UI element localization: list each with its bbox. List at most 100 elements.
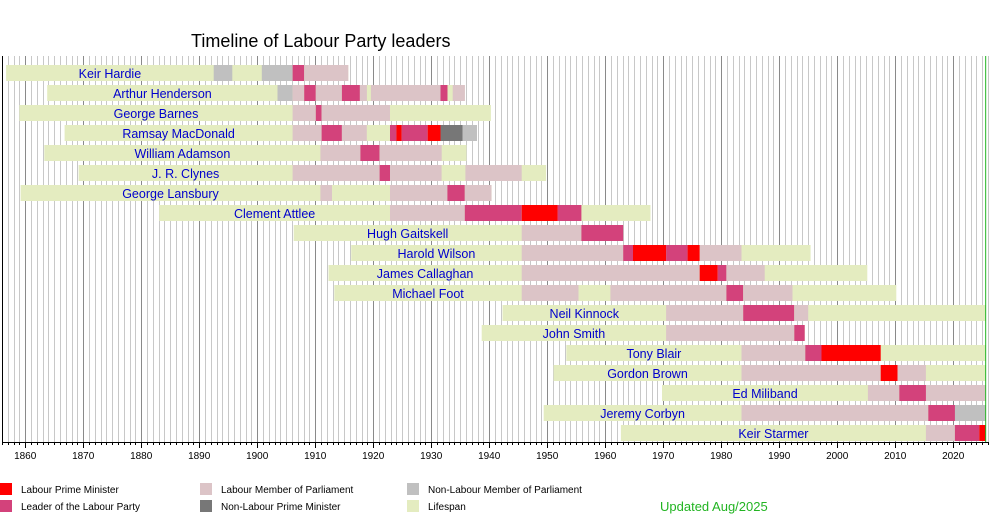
leader-name: Ed Miliband (732, 387, 797, 401)
bar-labour-mp (320, 185, 332, 201)
bar-labour-mp (925, 425, 955, 441)
bar-non-labour-mp (462, 125, 477, 141)
leader-name: George Lansbury (122, 187, 219, 201)
legend-label: Lifespan (428, 502, 466, 513)
legend-label: Non-Labour Member of Parliament (428, 485, 582, 496)
bar-labour-mp (741, 345, 806, 361)
bar-leader (954, 425, 980, 441)
bar-labour-mp (304, 65, 349, 81)
bar-labour-pm (396, 125, 402, 141)
bar-labour-mp (610, 285, 727, 301)
legend-label: Leader of the Labour Party (21, 502, 140, 513)
bar-leader (666, 245, 688, 261)
x-axis: 1860 1870 1880 1890 1900 1910 1920 1930 1940 1950… (2, 442, 989, 462)
tick-label: 1980 (710, 451, 733, 462)
leader-name: J. R. Clynes (152, 167, 219, 181)
bar-leader (304, 85, 316, 101)
legend-swatch-labour-mp (200, 483, 212, 495)
bar-leader (292, 65, 305, 81)
bar-non-labour-mp (277, 85, 293, 101)
tick-label: 1950 (536, 451, 559, 462)
bar-labour-mp (321, 105, 390, 121)
bar-lifespan (20, 185, 492, 201)
tick-label: 1970 (652, 451, 675, 462)
bar-labour-mp (370, 85, 441, 101)
bar-lifespan (620, 425, 986, 441)
leader-name: Jeremy Corbyn (600, 407, 685, 421)
updated-note: Updated Aug/2025 (660, 499, 768, 514)
bar-labour-pm (427, 125, 441, 141)
bar-leader (726, 285, 744, 301)
bar-labour-pm (979, 425, 986, 441)
bar-labour-mp (726, 265, 765, 281)
leader-name: Harold Wilson (397, 247, 475, 261)
tick-label: 2000 (826, 451, 849, 462)
tick-label: 1870 (72, 451, 95, 462)
bar-leader (581, 225, 624, 241)
bar-labour-mp (390, 185, 448, 201)
bar-labour-mp (359, 85, 367, 101)
legend-label: Labour Member of Parliament (221, 485, 354, 496)
bar-labour-mp (292, 85, 305, 101)
legend-swatch-non-labour-pm (200, 500, 212, 512)
bar-leader (464, 205, 522, 221)
bar-labour-pm (699, 265, 718, 281)
bar-labour-pm (633, 245, 667, 261)
legend-label: Non-Labour Prime Minister (221, 502, 341, 513)
bar-labour-mp (379, 145, 442, 161)
leader-name: Keir Starmer (738, 427, 808, 441)
bar-labour-pm (687, 245, 700, 261)
tick-label: 1960 (594, 451, 617, 462)
leader-name: Gordon Brown (607, 367, 688, 381)
bar-labour-mp (521, 225, 582, 241)
leader-names: Keir Hardie Arthur Henderson George Barnes… (79, 67, 809, 441)
leader-name: James Callaghan (377, 267, 474, 281)
bar-labour-pm (521, 205, 558, 221)
bar-labour-pm (880, 365, 898, 381)
tick-label: 1890 (188, 451, 211, 462)
leader-name: Clement Attlee (234, 207, 315, 221)
bar-leader (360, 145, 380, 161)
bar-labour-mp (666, 305, 744, 321)
leader-name: George Barnes (114, 107, 199, 121)
bar-lifespan (19, 105, 491, 121)
leader-name: William Adamson (134, 147, 230, 161)
bar-labour-mp (743, 285, 793, 301)
bar-labour-mp (925, 385, 986, 401)
bar-labour-mp (452, 85, 465, 101)
tick-label: 2020 (942, 451, 965, 462)
bar-leader (447, 185, 465, 201)
legend: Labour Prime Minister Leader of the Labou… (0, 483, 582, 513)
bar-labour-mp (521, 265, 700, 281)
bar-leader (899, 385, 926, 401)
bar-labour-mp (867, 385, 900, 401)
bar-labour-mp (897, 365, 926, 381)
legend-label: Labour Prime Minister (21, 485, 119, 496)
leader-name: Tony Blair (626, 347, 681, 361)
legend-swatch-non-labour-mp (407, 483, 419, 495)
legend-swatch-labour-pm (0, 483, 12, 495)
bar-leader (623, 245, 634, 261)
tick-label: 1900 (246, 451, 269, 462)
bar-labour-mp (741, 405, 929, 421)
bar-labour-mp (794, 305, 809, 321)
bar-lifespan (64, 125, 477, 141)
leader-name: Keir Hardie (79, 67, 142, 81)
bar-non-labour-pm (440, 125, 463, 141)
leader-name: Michael Foot (392, 287, 464, 301)
timeline-bars (6, 56, 987, 442)
bar-non-labour-mp (954, 405, 986, 421)
bar-labour-mp (315, 85, 342, 101)
bar-labour-mp (666, 325, 795, 341)
bar-labour-pm (821, 345, 881, 361)
bar-leader (390, 125, 397, 141)
bar-leader (341, 85, 360, 101)
bar-labour-mp (390, 165, 442, 181)
leader-name: Hugh Gaitskell (367, 227, 448, 241)
chart-title: Timeline of Labour Party leaders (191, 31, 450, 51)
bar-non-labour-mp (213, 65, 233, 81)
tick-label: 1990 (768, 451, 791, 462)
bar-leader (928, 405, 955, 421)
bar-leader (805, 345, 822, 361)
